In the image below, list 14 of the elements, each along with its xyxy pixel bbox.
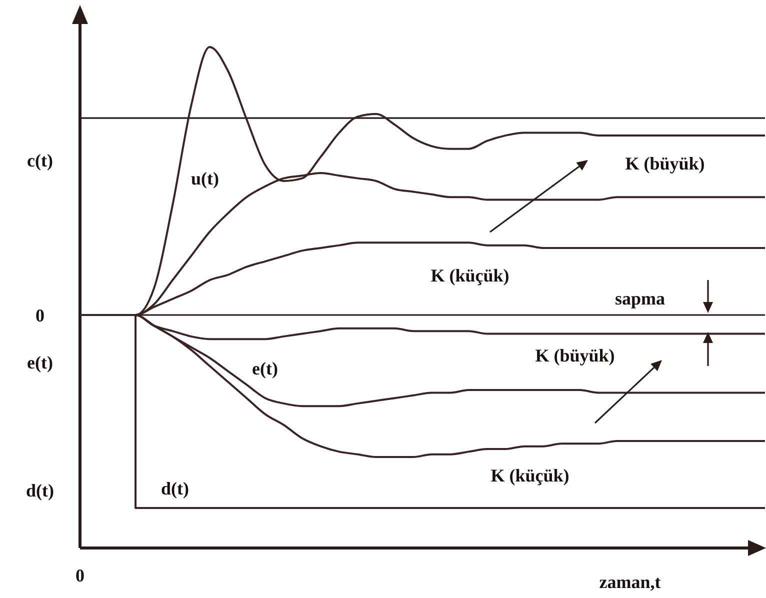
annotation: K (küçük) xyxy=(430,265,510,286)
text: e(t) xyxy=(27,352,53,372)
x-axis-title: zaman,t xyxy=(599,572,661,592)
annotation: u(t) xyxy=(191,168,219,188)
annotation: d(t) xyxy=(161,478,189,498)
text: c(t) xyxy=(27,150,53,170)
annotation: K (büyük) xyxy=(535,345,615,366)
annotation: sapma xyxy=(614,288,666,308)
text: 0 xyxy=(36,305,44,326)
annotation: e(t) xyxy=(252,358,278,378)
annotation: K (büyük) xyxy=(625,153,705,174)
text: 0 xyxy=(76,565,84,586)
annotation: K (küçük) xyxy=(490,465,570,486)
text: d(t) xyxy=(26,480,54,500)
